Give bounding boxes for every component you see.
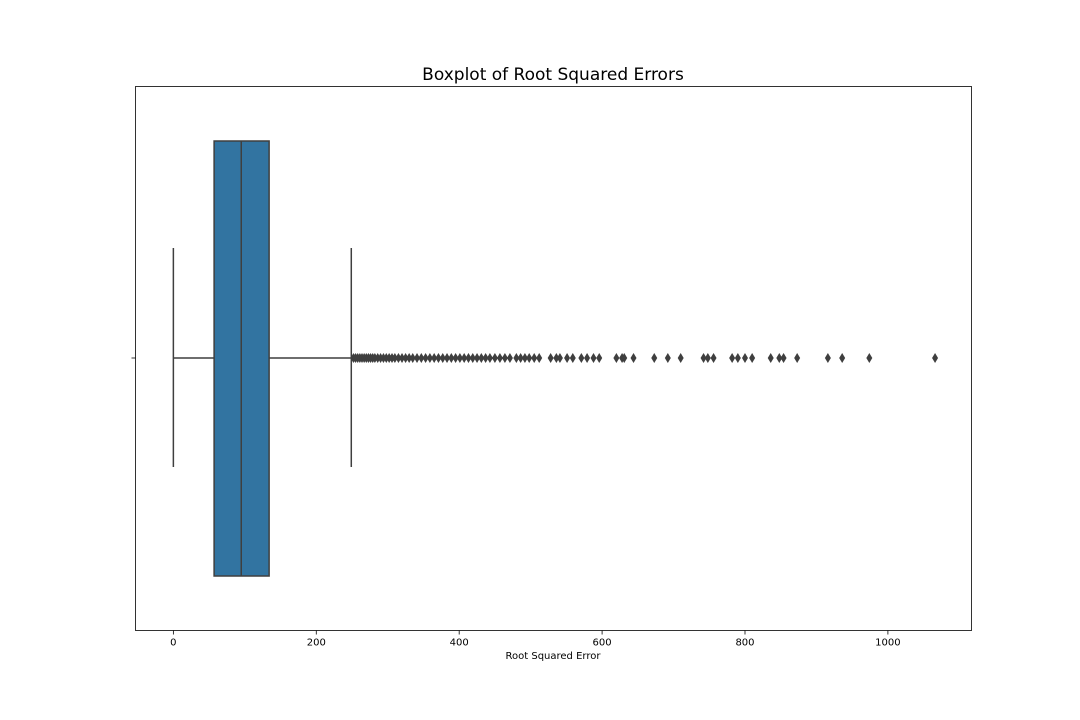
outlier-point (456, 353, 463, 363)
outlier-point (776, 353, 783, 363)
outlier-point (399, 353, 406, 363)
outlier-point (677, 353, 684, 363)
outlier-point (547, 353, 554, 363)
x-tick-label: 600 (593, 638, 612, 649)
outlier-point (932, 353, 939, 363)
outlier-point (613, 353, 620, 363)
outlier-point (794, 353, 801, 363)
outlier-point (422, 353, 429, 363)
outlier-point (780, 353, 787, 363)
outlier-point (729, 353, 736, 363)
outlier-point (578, 353, 585, 363)
outlier-point (439, 353, 446, 363)
outlier-point (452, 353, 459, 363)
box-element (172, 140, 353, 577)
outlier-point (478, 353, 485, 363)
outlier-point (402, 353, 409, 363)
outlier-point (621, 353, 628, 363)
outlier-point (513, 353, 520, 363)
outlier-point (491, 353, 498, 363)
outlier-point (866, 353, 873, 363)
outlier-point (391, 353, 398, 363)
plot-frame (135, 86, 972, 631)
outlier-point (496, 353, 503, 363)
outlier-point (461, 353, 468, 363)
outlier-point (734, 353, 741, 363)
outlier-point (448, 353, 455, 363)
outlier-point (839, 353, 846, 363)
outlier-point (564, 353, 571, 363)
outlier-point (710, 353, 717, 363)
outliers (350, 353, 939, 363)
outlier-point (767, 353, 774, 363)
x-tick-label: 400 (450, 638, 469, 649)
outlier-point (536, 353, 543, 363)
x-tick-label: 1000 (875, 638, 900, 649)
outlier-point (426, 353, 433, 363)
outlier-point (506, 353, 513, 363)
outlier-point (501, 353, 508, 363)
outlier-point (486, 353, 493, 363)
outlier-point (556, 353, 563, 363)
outlier-point (418, 353, 425, 363)
outlier-point (414, 353, 421, 363)
outlier-point (596, 353, 603, 363)
chart-title: Boxplot of Root Squared Errors (422, 65, 684, 85)
x-tick-label: 0 (170, 638, 176, 649)
outlier-point (474, 353, 481, 363)
outlier-point (526, 353, 533, 363)
outlier-point (824, 353, 831, 363)
outlier-point (651, 353, 658, 363)
outlier-point (465, 353, 472, 363)
outlier-point (630, 353, 637, 363)
x-tick-label: 200 (307, 638, 326, 649)
outlier-point (431, 353, 438, 363)
outlier-point (469, 353, 476, 363)
outlier-point (749, 353, 756, 363)
outlier-point (553, 353, 560, 363)
outlier-point (741, 353, 748, 363)
outlier-point (521, 353, 528, 363)
outlier-point (395, 353, 402, 363)
outlier-point (435, 353, 442, 363)
outlier-point (531, 353, 538, 363)
outlier-point (664, 353, 671, 363)
outlier-point (409, 353, 416, 363)
outlier-point (704, 353, 711, 363)
outlier-point (590, 353, 597, 363)
outlier-point (517, 353, 524, 363)
outlier-point (569, 353, 576, 363)
outlier-point (700, 353, 707, 363)
outlier-point (444, 353, 451, 363)
outlier-point (482, 353, 489, 363)
outlier-point (406, 353, 413, 363)
x-axis: 0 200 400 600 800 1000 (170, 630, 901, 649)
outlier-point (584, 353, 591, 363)
x-tick-label: 800 (735, 638, 754, 649)
x-axis-label: Root Squared Error (506, 651, 602, 662)
